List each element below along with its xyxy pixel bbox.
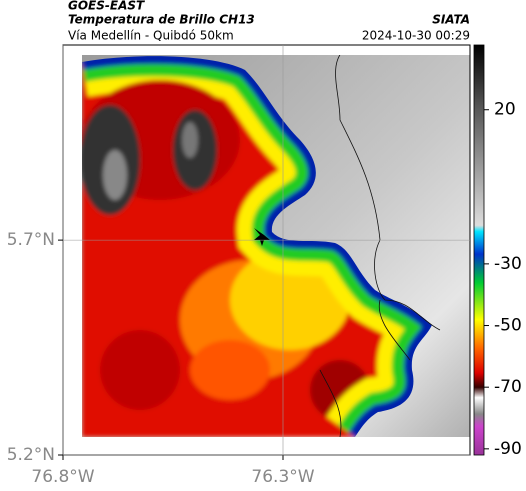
colorbar-tick-label: 20 [494, 100, 516, 120]
colorbar-tick-label: -30 [494, 254, 522, 274]
source: SIATA [432, 13, 470, 27]
colorbar [473, 44, 485, 456]
y-tick-label: 5.7°N [7, 230, 55, 250]
y-tick-label: 5.2°N [7, 445, 55, 465]
timestamp: 2024-10-30 00:29 [362, 29, 470, 43]
colorbar-tick-label: -50 [494, 316, 522, 336]
product: Temperatura de Brillo CH13 [68, 13, 255, 27]
colorbar-tick-label: -70 [494, 377, 522, 397]
imagery [82, 55, 470, 437]
x-tick-label: 76.3°W [251, 467, 314, 487]
x-tick-label: 76.8°W [31, 467, 94, 487]
route: Vía Medellín - Quibdó 50km [68, 29, 234, 43]
satellite: GOES-EAST [68, 0, 145, 13]
colorbar-tick-label: -90 [494, 439, 522, 459]
